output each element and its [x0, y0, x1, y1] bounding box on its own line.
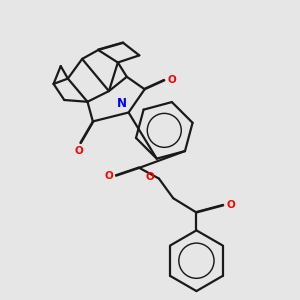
Text: O: O [74, 146, 83, 156]
Text: O: O [104, 171, 113, 182]
Text: O: O [226, 200, 235, 210]
Text: O: O [167, 75, 176, 85]
Text: O: O [146, 172, 154, 182]
Text: N: N [117, 97, 127, 110]
